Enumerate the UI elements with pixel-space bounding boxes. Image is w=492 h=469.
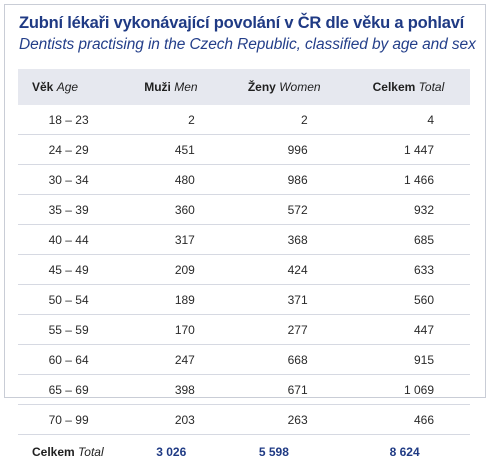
cell-men: 360 [119,195,228,225]
header-men: Muži Men [119,69,228,105]
table-row: 70 – 99 203 263 466 [18,405,470,435]
cell-total: 4 [355,105,470,135]
table-row: 55 – 59 170 277 447 [18,315,470,345]
header-men-cz: Muži [144,80,171,94]
cell-total: 1 447 [355,135,470,165]
total-label: Celkem Total [18,435,119,469]
header-men-en: Men [174,80,197,94]
header-total-en: Total [419,80,445,94]
table-row: 65 – 69 398 671 1 069 [18,375,470,405]
table-row: 50 – 54 189 371 560 [18,285,470,315]
cell-women: 671 [228,375,355,405]
cell-total: 932 [355,195,470,225]
cell-women: 986 [228,165,355,195]
table-row: 30 – 34 480 986 1 466 [18,165,470,195]
cell-men: 247 [119,345,228,375]
header-row: Věk Age Muži Men Ženy Women Celkem Total [18,69,470,105]
cell-men: 170 [119,315,228,345]
cell-men: 317 [119,225,228,255]
cell-total: 685 [355,225,470,255]
cell-age: 55 – 59 [18,315,119,345]
table-header: Věk Age Muži Men Ženy Women Celkem Total [18,69,470,105]
table-row: 45 – 49 209 424 633 [18,255,470,285]
header-women: Ženy Women [228,69,355,105]
header-women-cz: Ženy [248,80,276,94]
cell-age: 65 – 69 [18,375,119,405]
cell-women: 277 [228,315,355,345]
cell-total: 560 [355,285,470,315]
table-row: 35 – 39 360 572 932 [18,195,470,225]
cell-women: 263 [228,405,355,435]
header-age: Věk Age [18,69,119,105]
cell-total: 447 [355,315,470,345]
cell-women: 371 [228,285,355,315]
cell-men: 398 [119,375,228,405]
cell-total: 466 [355,405,470,435]
header-age-cz: Věk [32,80,53,94]
table-row: 60 – 64 247 668 915 [18,345,470,375]
total-label-cz: Celkem [32,445,75,459]
cell-age: 30 – 34 [18,165,119,195]
cell-women: 572 [228,195,355,225]
total-women: 5 598 [228,435,355,469]
table-footer: Celkem Total 3 026 5 598 8 624 [18,435,470,469]
cell-age: 70 – 99 [18,405,119,435]
cell-age: 40 – 44 [18,225,119,255]
header-total: Celkem Total [355,69,470,105]
dentists-table: Věk Age Muži Men Ženy Women Celkem Total… [18,69,470,469]
cell-total: 915 [355,345,470,375]
cell-men: 203 [119,405,228,435]
cell-total: 1 069 [355,375,470,405]
cell-women: 368 [228,225,355,255]
total-total: 8 624 [355,435,470,469]
table-row: 40 – 44 317 368 685 [18,225,470,255]
cell-total: 1 466 [355,165,470,195]
table-row: 18 – 23 2 2 4 [18,105,470,135]
cell-total: 633 [355,255,470,285]
header-age-en: Age [57,80,78,94]
cell-age: 60 – 64 [18,345,119,375]
cell-women: 996 [228,135,355,165]
cell-age: 50 – 54 [18,285,119,315]
cell-men: 480 [119,165,228,195]
table-subtitle: Dentists practising in the Czech Republi… [19,36,476,54]
cell-women: 424 [228,255,355,285]
total-label-en: Total [78,445,104,459]
cell-age: 35 – 39 [18,195,119,225]
total-row: Celkem Total 3 026 5 598 8 624 [18,435,470,469]
table-row: 24 – 29 451 996 1 447 [18,135,470,165]
cell-men: 209 [119,255,228,285]
cell-age: 45 – 49 [18,255,119,285]
table-title: Zubní lékaři vykonávající povolání v ČR … [19,14,464,33]
cell-age: 18 – 23 [18,105,119,135]
cell-men: 451 [119,135,228,165]
header-total-cz: Celkem [373,80,416,94]
total-men: 3 026 [119,435,228,469]
table-body: 18 – 23 2 2 4 24 – 29 451 996 1 447 30 –… [18,105,470,435]
cell-women: 2 [228,105,355,135]
header-women-en: Women [279,80,320,94]
cell-men: 2 [119,105,228,135]
cell-age: 24 – 29 [18,135,119,165]
cell-men: 189 [119,285,228,315]
cell-women: 668 [228,345,355,375]
